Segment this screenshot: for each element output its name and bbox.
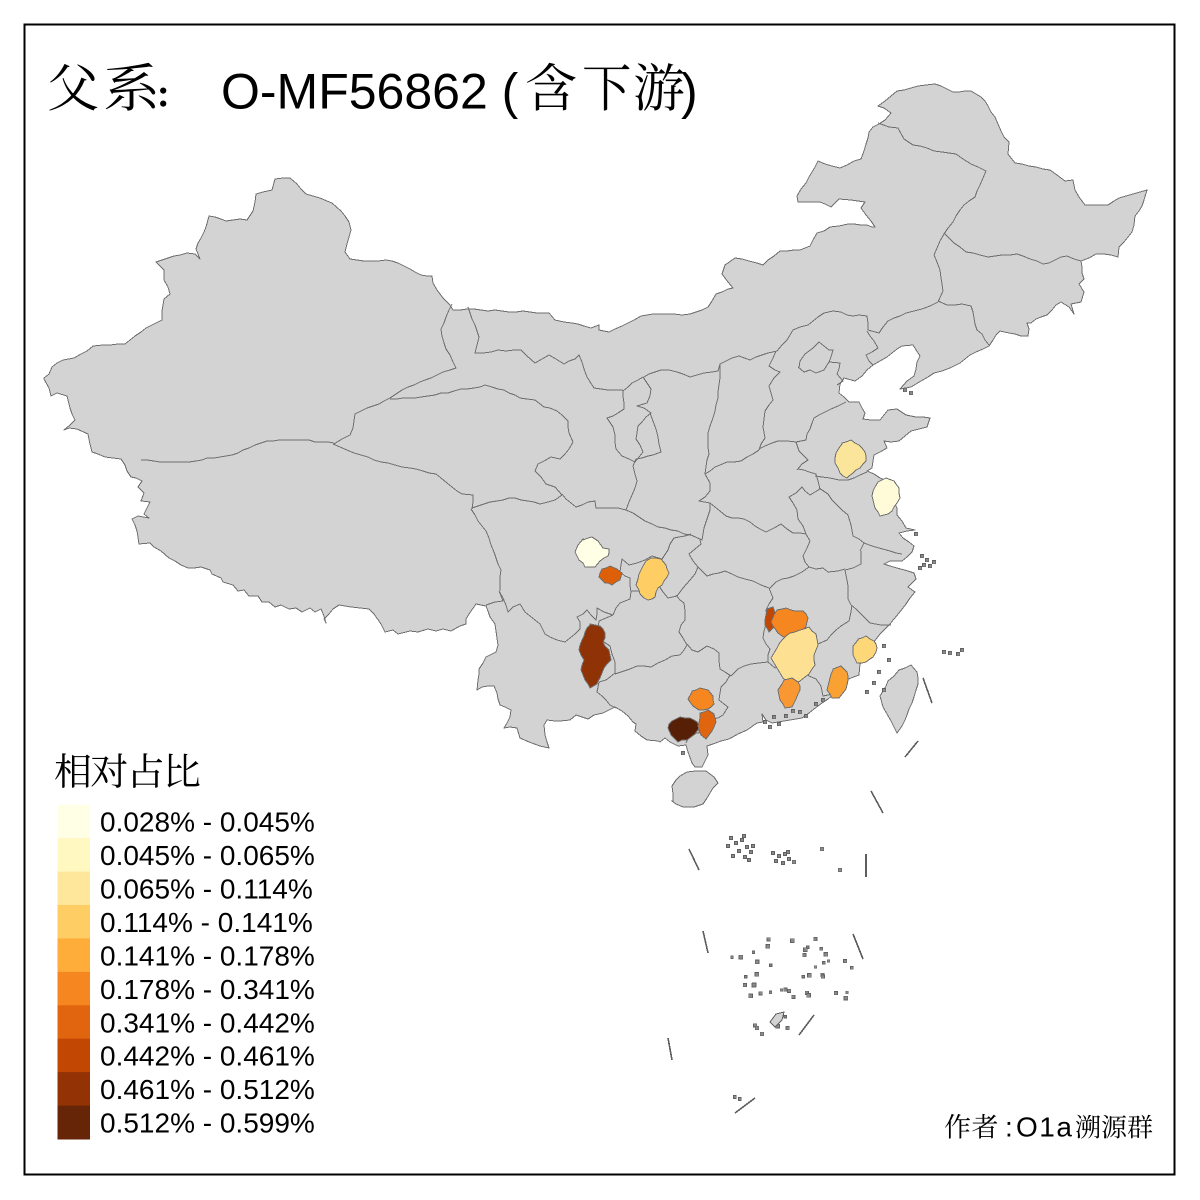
svg-text:0.065% - 0.114%: 0.065% - 0.114% <box>100 874 313 905</box>
svg-text:0.341% - 0.442%: 0.341% - 0.442% <box>100 1007 315 1038</box>
svg-text:0.114% - 0.141%: 0.114% - 0.141% <box>100 907 313 938</box>
svg-text:O-MF56862 (: O-MF56862 ( <box>221 64 519 120</box>
svg-text:0.028% - 0.045%: 0.028% - 0.045% <box>100 807 315 838</box>
svg-text:0.178% - 0.341%: 0.178% - 0.341% <box>100 974 315 1005</box>
svg-text::: : <box>1005 1112 1013 1143</box>
svg-text:): ) <box>681 64 698 120</box>
svg-text:0.045% - 0.065%: 0.045% - 0.065% <box>100 840 315 871</box>
svg-text:O1a: O1a <box>1016 1112 1073 1143</box>
svg-text:0.141% - 0.178%: 0.141% - 0.178% <box>100 940 315 971</box>
svg-text:0.442% - 0.461%: 0.442% - 0.461% <box>100 1041 315 1072</box>
svg-text:0.461% - 0.512%: 0.461% - 0.512% <box>100 1074 315 1105</box>
svg-text:0.512% - 0.599%: 0.512% - 0.599% <box>100 1108 315 1139</box>
